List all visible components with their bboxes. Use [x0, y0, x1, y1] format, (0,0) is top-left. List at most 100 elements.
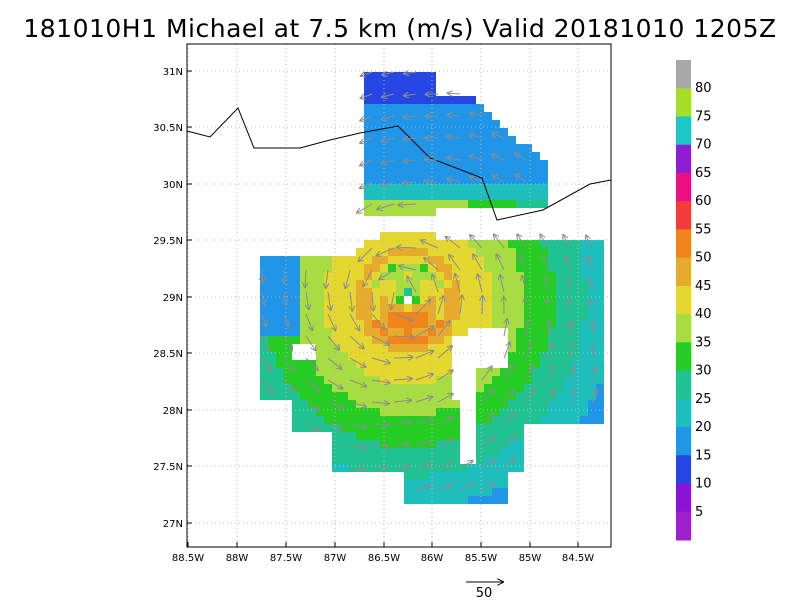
wind-speed-cell	[388, 464, 396, 472]
wind-speed-cell	[452, 328, 460, 336]
wind-speed-cell	[348, 384, 356, 392]
wind-speed-cell	[508, 256, 516, 264]
wind-speed-cell	[588, 416, 596, 424]
wind-speed-cell	[532, 248, 540, 256]
wind-vector-arrow	[382, 138, 395, 141]
wind-speed-cell	[332, 328, 340, 336]
wind-speed-cell	[548, 280, 556, 288]
colorbar-label: 35	[695, 335, 712, 350]
wind-speed-cell	[324, 408, 332, 416]
wind-speed-cell	[340, 320, 348, 328]
wind-speed-cell	[388, 392, 396, 400]
wind-speed-cell	[404, 88, 412, 96]
wind-speed-cell	[420, 376, 428, 384]
wind-speed-cell	[412, 392, 420, 400]
wind-speed-cell	[516, 264, 524, 272]
wind-speed-cell	[412, 488, 420, 496]
wind-speed-cell	[396, 184, 404, 192]
wind-speed-cell	[420, 488, 428, 496]
wind-speed-cell	[388, 232, 396, 240]
wind-speed-cell	[364, 320, 372, 328]
wind-speed-cell	[516, 408, 524, 416]
wind-speed-cell	[364, 168, 372, 176]
wind-speed-cell	[540, 272, 548, 280]
wind-speed-cell	[388, 136, 396, 144]
wind-speed-cell	[524, 176, 532, 184]
wind-speed-cell	[476, 448, 484, 456]
wind-speed-cell	[348, 456, 356, 464]
wind-speed-cell	[268, 360, 276, 368]
wind-speed-cell	[436, 200, 444, 208]
wind-speed-cell	[332, 376, 340, 384]
wind-vector-arrow	[261, 379, 272, 391]
wind-speed-cell	[260, 256, 268, 264]
wind-speed-cell	[468, 240, 476, 248]
wind-speed-cell	[476, 480, 484, 488]
wind-speed-cell	[516, 320, 524, 328]
wind-speed-cell	[548, 240, 556, 248]
wind-speed-cell	[324, 320, 332, 328]
wind-speed-cell	[308, 288, 316, 296]
wind-speed-cell	[372, 240, 380, 248]
wind-speed-cell	[276, 296, 284, 304]
wind-speed-cell	[516, 168, 524, 176]
wind-speed-cell	[372, 120, 380, 128]
wind-speed-cell	[300, 376, 308, 384]
wind-speed-cell	[444, 400, 452, 408]
wind-vector-arrow	[403, 182, 417, 183]
wind-speed-cell	[348, 344, 356, 352]
wind-speed-cell	[532, 416, 540, 424]
wind-speed-cell	[476, 264, 484, 272]
wind-speed-cell	[292, 264, 300, 272]
wind-speed-cell	[476, 392, 484, 400]
wind-speed-cell	[396, 120, 404, 128]
wind-speed-cell	[540, 304, 548, 312]
wind-speed-cell	[580, 400, 588, 408]
wind-speed-cell	[492, 240, 500, 248]
wind-speed-cell	[348, 328, 356, 336]
wind-speed-cell	[308, 272, 316, 280]
wind-speed-cell	[372, 336, 380, 344]
wind-speed-cell	[468, 264, 476, 272]
wind-speed-cell	[364, 368, 372, 376]
wind-speed-cell	[580, 352, 588, 360]
colorbar-label: 30	[695, 364, 712, 379]
wind-speed-cell	[364, 184, 372, 192]
wind-vector-arrow	[542, 255, 549, 271]
wind-speed-cell	[340, 336, 348, 344]
wind-speed-cell	[356, 288, 364, 296]
wind-speed-cell	[412, 400, 420, 408]
wind-vector-arrow	[261, 357, 271, 371]
wind-speed-cell	[412, 480, 420, 488]
wind-speed-cell	[404, 384, 412, 392]
wind-speed-cell	[524, 256, 532, 264]
wind-speed-cell	[572, 320, 580, 328]
wind-speed-cell	[444, 408, 452, 416]
wind-vector-arrow	[345, 269, 351, 288]
wind-speed-cell	[300, 272, 308, 280]
y-tick-label: 27.5N	[153, 462, 183, 473]
wind-speed-cell	[556, 296, 564, 304]
wind-speed-cell	[412, 168, 420, 176]
wind-speed-cell	[444, 192, 452, 200]
wind-speed-cell	[500, 248, 508, 256]
wind-speed-cell	[300, 296, 308, 304]
wind-vector-arrow	[447, 157, 461, 160]
wind-speed-cell	[540, 408, 548, 416]
wind-speed-cell	[444, 432, 452, 440]
wind-speed-cell	[452, 464, 460, 472]
wind-speed-cell	[260, 352, 268, 360]
wind-speed-cell	[460, 168, 468, 176]
wind-speed-cell	[348, 352, 356, 360]
wind-speed-cell	[444, 464, 452, 472]
wind-speed-cell	[388, 176, 396, 184]
wind-speed-cell	[260, 376, 268, 384]
wind-speed-cell	[388, 168, 396, 176]
wind-speed-cell	[388, 104, 396, 112]
wind-speed-cell	[500, 240, 508, 248]
wind-speed-cell	[260, 344, 268, 352]
wind-speed-cell	[372, 184, 380, 192]
wind-speed-cell	[492, 376, 500, 384]
wind-speed-cell	[340, 360, 348, 368]
wind-vector-arrow	[503, 366, 512, 381]
